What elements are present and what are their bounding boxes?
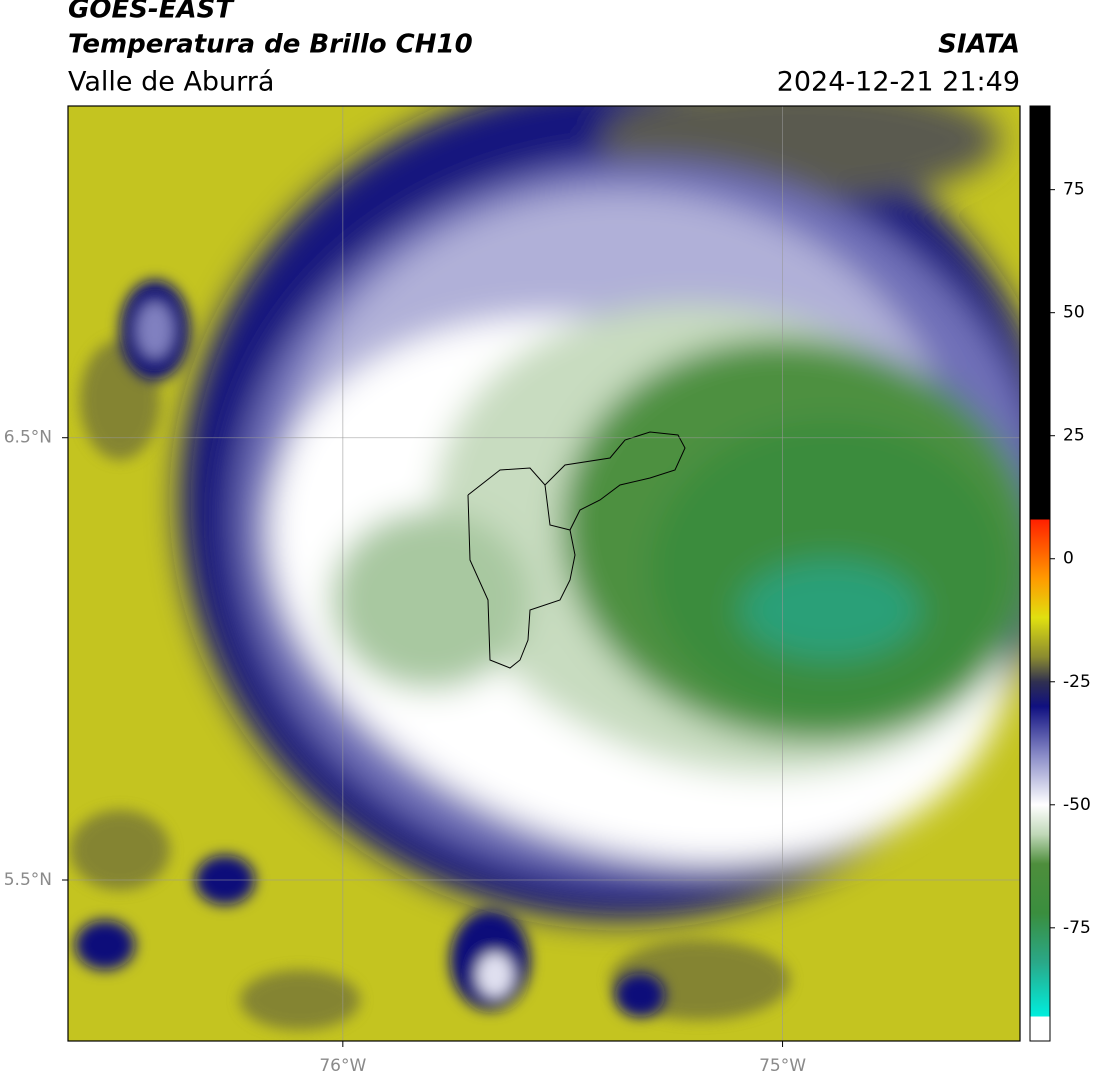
y-tick-label: 5.5°N: [4, 870, 52, 890]
colorbar-tick-label: 25: [1063, 426, 1085, 446]
colorbar-tick-label: -50: [1063, 795, 1091, 815]
title-line2: Temperatura de Brillo CH10: [68, 30, 473, 60]
colorbar: [1029, 105, 1051, 1042]
x-tick-label: 75°W: [759, 1056, 806, 1076]
title-line1: GOES-EAST: [68, 0, 235, 25]
municipality-outline: [467, 431, 686, 669]
region: Valle de Aburrá: [68, 67, 274, 98]
x-tick-label: 76°W: [319, 1056, 366, 1076]
datetime: 2024-12-21 21:49: [777, 67, 1020, 98]
colorbar-tick-label: 0: [1063, 549, 1074, 569]
map-frame: [67, 105, 1021, 1042]
colorbar-tick-label: 50: [1063, 303, 1085, 323]
colorbar-tick-label: 75: [1063, 180, 1085, 200]
colorbar-tick-label: -75: [1063, 918, 1091, 938]
source: SIATA: [938, 30, 1020, 60]
satellite-image: [68, 106, 1020, 1041]
y-tick-label: 6.5°N: [4, 428, 52, 448]
colorbar-tick-label: -25: [1063, 672, 1091, 692]
